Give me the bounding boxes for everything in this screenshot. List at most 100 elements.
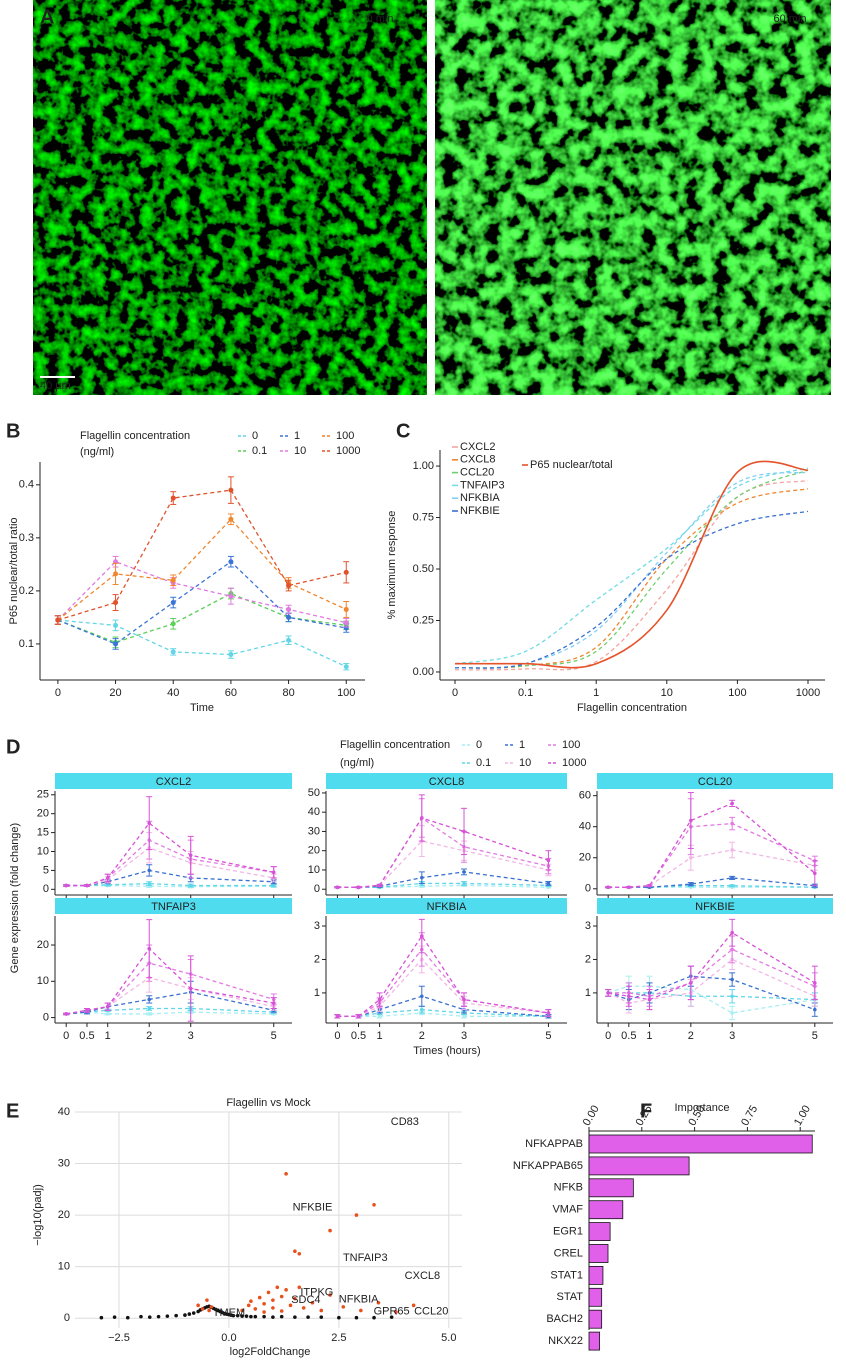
- data-point: [301, 1306, 306, 1310]
- data-point: [310, 1300, 315, 1305]
- bar: [588, 1134, 813, 1154]
- data-point: [139, 1314, 143, 1319]
- bar: [588, 1309, 603, 1329]
- dose-response-curve: [454, 488, 809, 669]
- dose-response-curve: [454, 469, 809, 669]
- dose-response-curve: [454, 479, 809, 671]
- facet-strip: [597, 773, 833, 789]
- bar: [588, 1200, 624, 1220]
- data-point: [356, 885, 361, 890]
- x-tick-label: 1: [377, 1030, 383, 1042]
- x-tick-label: 0: [452, 687, 458, 699]
- data-point: [335, 1014, 340, 1019]
- y-tick-label: NFKAPPAB65: [513, 1160, 583, 1172]
- data-point: [420, 816, 424, 820]
- image-label: 0 min: [367, 13, 394, 25]
- y-tick-label: 2: [314, 953, 320, 965]
- series-line: [337, 934, 549, 1017]
- x-axis-title: log2FoldChange: [230, 1346, 311, 1358]
- data-point: [262, 1314, 266, 1319]
- y-tick-label: 40: [58, 1106, 70, 1118]
- y-tick-label: 5: [43, 864, 49, 876]
- x-axis-title: Flagellin concentration: [577, 702, 687, 714]
- data-point: [257, 1295, 262, 1300]
- data-point: [183, 1313, 187, 1317]
- data-point: [354, 1213, 359, 1217]
- micrograph-right-texture: [435, 0, 831, 395]
- data-point: [372, 1202, 376, 1207]
- bar: [588, 1331, 600, 1351]
- data-point: [228, 593, 234, 599]
- data-point: [99, 1315, 104, 1320]
- data-point: [462, 1014, 466, 1019]
- data-point: [606, 885, 610, 890]
- x-tick-label: 60: [225, 687, 237, 699]
- y-tick-label: 3: [314, 920, 320, 932]
- series-line: [337, 840, 549, 888]
- data-point: [174, 1313, 178, 1318]
- data-point: [420, 994, 424, 999]
- bar: [588, 1266, 604, 1285]
- gene-label: GPR65: [374, 1305, 410, 1317]
- y-tick-label: 1: [585, 987, 591, 999]
- legend-title: Flagellin concentration: [340, 739, 450, 751]
- y-tick-label: 25: [37, 789, 49, 801]
- x-tick-label: 0: [55, 687, 61, 699]
- data-point: [689, 818, 693, 823]
- y-tick-label: EGR1: [553, 1226, 583, 1238]
- data-point: [112, 1315, 117, 1319]
- data-point: [205, 1298, 209, 1302]
- legend-label: CXCL8: [460, 454, 495, 466]
- y-axis-title: % maximum response: [386, 511, 398, 620]
- y-tick-label: 60: [579, 790, 591, 802]
- data-point: [377, 997, 382, 1002]
- data-point: [188, 986, 193, 991]
- data-point: [284, 1172, 288, 1176]
- data-point: [689, 855, 693, 860]
- x-tick-label: 40: [167, 687, 179, 699]
- y-tick-label: 0.25: [413, 614, 434, 626]
- data-point: [64, 1012, 69, 1016]
- data-point: [306, 1315, 310, 1319]
- data-point: [462, 829, 466, 834]
- legend-label: 100: [336, 430, 354, 442]
- data-point: [647, 997, 652, 1002]
- y-tick-label: 40: [579, 821, 591, 833]
- legend-label: CCL20: [460, 467, 494, 479]
- data-point: [730, 1011, 734, 1015]
- data-point: [147, 868, 152, 873]
- gene-label: CD83: [391, 1116, 419, 1128]
- gene-label: ITPKG: [300, 1286, 333, 1298]
- dose-response-curve: [454, 510, 809, 669]
- data-point: [196, 1303, 200, 1308]
- bar: [588, 1244, 609, 1263]
- legend-subtitle: (ng/ml): [80, 446, 114, 458]
- series-line: [337, 948, 549, 1017]
- data-point: [689, 981, 693, 985]
- data-point: [244, 1314, 249, 1318]
- x-tick-label: 0.00: [581, 1103, 602, 1128]
- data-point: [271, 870, 276, 875]
- data-point: [730, 947, 734, 952]
- series-line: [608, 802, 816, 888]
- y-tick-label: CREL: [554, 1247, 583, 1259]
- data-point: [813, 1007, 817, 1012]
- data-point: [813, 871, 817, 876]
- data-point: [627, 994, 631, 999]
- series-line: [66, 1011, 274, 1015]
- data-point: [279, 1294, 284, 1299]
- data-point: [286, 614, 292, 620]
- series-line: [337, 817, 549, 888]
- data-point: [394, 1310, 398, 1314]
- series-line: [57, 560, 347, 645]
- y-tick-label: NKX22: [548, 1335, 583, 1347]
- data-point: [85, 1008, 89, 1013]
- data-point: [271, 1001, 276, 1005]
- legend-label: CXCL2: [460, 441, 495, 453]
- data-point: [730, 930, 734, 935]
- panel-letter: D: [6, 736, 20, 758]
- data-point: [279, 1314, 284, 1319]
- y-tick-label: 0.75: [413, 511, 434, 523]
- data-point: [271, 1306, 275, 1310]
- x-tick-label: 5.0: [441, 1332, 456, 1344]
